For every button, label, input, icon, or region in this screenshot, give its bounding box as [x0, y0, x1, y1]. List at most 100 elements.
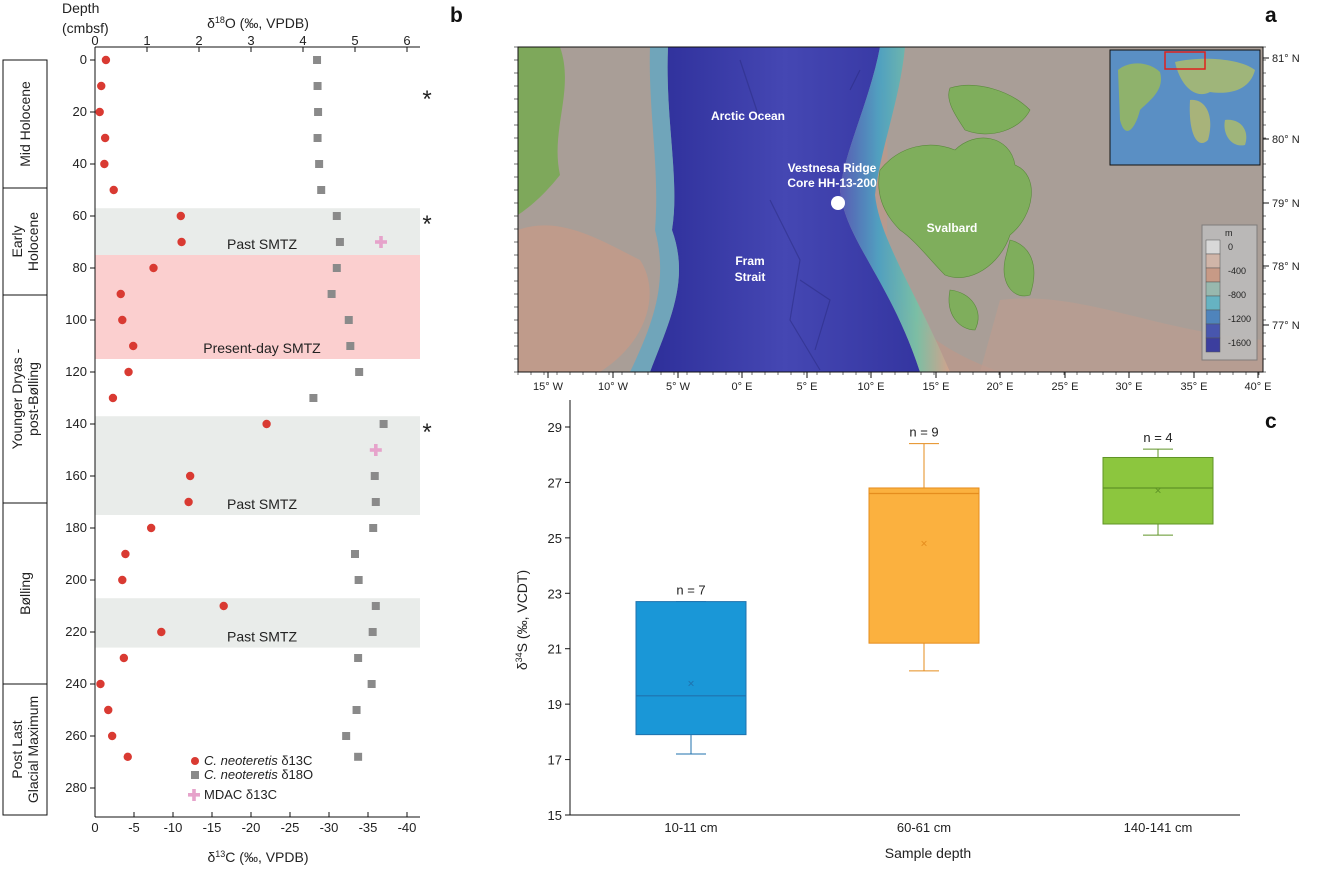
d18o-point — [351, 550, 359, 558]
d18o-point — [354, 654, 363, 662]
core-location-marker — [831, 196, 845, 210]
d13c-point — [97, 81, 106, 91]
legend-marker — [191, 757, 199, 765]
lat-tick-label: 78° N — [1272, 261, 1300, 273]
depth-tick-label: 160 — [65, 468, 87, 483]
bottom-tick-label: -10 — [164, 820, 183, 835]
box-3: × n = 4 — [1102, 430, 1214, 536]
top-tick-label: 2 — [195, 33, 202, 48]
d13c-point — [176, 211, 185, 221]
smtz-band — [95, 208, 420, 255]
bottom-tick-label: 0 — [91, 820, 98, 835]
legend-unit: m — [1225, 228, 1233, 238]
map-panel: Arctic Ocean Vestnesa Ridge Core HH-13-2… — [518, 47, 1263, 372]
lon-tick-label: 5° W — [666, 381, 691, 393]
panel-letter-a: a — [1265, 4, 1277, 27]
depth-tick-label: 220 — [65, 624, 87, 639]
d13c-point — [108, 393, 118, 403]
legend-label: MDAC δ13C — [204, 787, 277, 802]
legend-value: -400 — [1228, 266, 1246, 276]
box-ytick-label: 23 — [548, 586, 562, 601]
d18o-point — [367, 680, 376, 688]
lon-tick-label: 40° E — [1244, 381, 1271, 393]
period-label: Mid Holocene — [17, 81, 33, 167]
bottom-tick-label: -30 — [320, 820, 339, 835]
smtz-band — [95, 416, 420, 515]
depth-tick-label: 0 — [80, 52, 87, 67]
top-tick-label: 3 — [247, 33, 254, 48]
d18o-point — [379, 420, 388, 428]
asterisk: * — [422, 211, 431, 238]
depth-tick-label: 40 — [73, 156, 87, 171]
d13c-point — [116, 289, 125, 299]
map-label-fram: Fram — [735, 254, 764, 268]
box-mean-marker: × — [1154, 484, 1161, 498]
box-category-label: 10-11 cm — [664, 820, 717, 835]
lon-tick-label: 10° W — [598, 381, 629, 393]
map-label-strait: Strait — [735, 270, 766, 284]
depth-tick-label: 140 — [65, 416, 87, 431]
lon-tick-label: 0° E — [732, 381, 753, 393]
top-axis-label: δ18O (‰, VPDB) — [207, 15, 309, 31]
d18o-point — [335, 238, 344, 246]
ridge-texture — [739, 59, 861, 371]
d18o-point — [342, 732, 351, 740]
box-n-label: n = 7 — [676, 583, 705, 598]
d13c-point — [124, 367, 133, 377]
profile-points — [95, 55, 388, 761]
profile-axes: 0 1 2 3 4 5 60 -5 -10 -15 -20 -25 -30 -35 -40020406080… — [65, 33, 431, 835]
d18o-point — [313, 56, 322, 64]
period-label: EarlyHolocene — [9, 212, 41, 271]
depth-tick-label: 20 — [73, 104, 87, 119]
d13c-point — [101, 55, 111, 65]
bottom-tick-label: -15 — [203, 820, 222, 835]
d13c-point — [149, 263, 158, 273]
smtz-bands: Past SMTZ Present-day SMTZ Past SMTZ Past S… — [95, 208, 420, 648]
smtz-band — [95, 255, 420, 359]
d13c-point — [185, 471, 195, 481]
d13c-point — [118, 575, 127, 585]
svalbard-land — [878, 84, 1035, 331]
d18o-point — [332, 264, 341, 272]
box-body — [868, 487, 980, 644]
svg-text:Post LastGlacial Maximum: Post LastGlacial Maximum — [9, 696, 41, 803]
legend-value: 0 — [1228, 242, 1233, 252]
legend-value: -1600 — [1228, 338, 1251, 348]
box-category-label: 60-61 cm — [897, 820, 951, 835]
d18o-point — [313, 82, 322, 90]
bottom-tick-label: -5 — [128, 820, 140, 835]
d18o-point — [371, 498, 380, 506]
box-ytick-label: 15 — [548, 808, 562, 823]
d13c-point — [146, 523, 156, 533]
d18o-point — [309, 394, 318, 402]
box-ytick-label: 25 — [548, 531, 562, 546]
top-tick-label: 4 — [299, 33, 306, 48]
continental-slope — [840, 47, 950, 372]
bottom-tick-label: -35 — [359, 820, 378, 835]
west-slope — [630, 47, 680, 372]
legend-value: -1200 — [1228, 314, 1251, 324]
period-label: Younger Dryas -post-Bølling — [9, 348, 41, 449]
legend-label: C. neoteretis δ13C — [204, 753, 312, 768]
box-2: × n = 9 — [868, 425, 980, 672]
bottom-tick-label: -40 — [398, 820, 417, 835]
lon-tick-label: 15° E — [922, 381, 949, 393]
box-category-label: 140-141 cm — [1124, 820, 1193, 835]
map-label-core: Core HH-13-200 — [787, 176, 877, 190]
lon-tick-label: 20° E — [986, 381, 1013, 393]
top-tick-label: 0 — [91, 33, 98, 48]
d13c-point — [96, 679, 105, 689]
box-ylabel: δ34S (‰, VCDT) — [514, 570, 530, 670]
d13c-point — [104, 705, 113, 715]
box-body — [635, 601, 747, 736]
lon-tick-label: 15° W — [533, 381, 564, 393]
box-1: × n = 7 — [635, 583, 747, 755]
lon-tick-label: 10° E — [857, 381, 884, 393]
d18o-point — [354, 752, 363, 761]
period-label: Post LastGlacial Maximum — [9, 696, 41, 803]
d18o-point — [368, 628, 377, 636]
d13c-point — [95, 107, 104, 117]
d13c-point — [121, 549, 130, 559]
period-column: Mid Holocene EarlyHolocene Younger Dryas -… — [2, 59, 48, 816]
